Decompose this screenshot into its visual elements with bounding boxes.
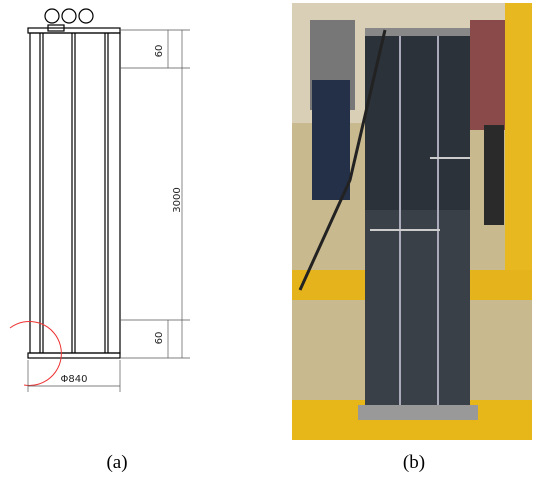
dimension-label: 3000 [172, 187, 183, 212]
photo [292, 3, 532, 440]
bottom-ring [358, 405, 478, 420]
technical-drawing: 60 3000 60 Φ840 [10, 9, 190, 392]
eye [79, 9, 93, 23]
cylinder-upper [365, 30, 470, 210]
eye [45, 9, 59, 23]
body: {"drawing": {"dimensions": ["60", "3000"… [0, 0, 539, 477]
top-flange [28, 28, 120, 33]
figure: 60 3000 60 Φ840 (a) (b) [0, 0, 539, 477]
person [484, 125, 504, 225]
yellow-frame [505, 3, 532, 273]
bottom-flange [28, 353, 120, 358]
diameter-label: Φ840 [61, 374, 88, 385]
caption: (a) [106, 452, 127, 473]
caption: (b) [403, 452, 425, 473]
dimension-label: 60 [154, 332, 165, 345]
dimension-label: 60 [154, 45, 165, 58]
top-ring [365, 28, 470, 36]
person [470, 20, 505, 130]
person [312, 80, 350, 200]
dimension-lines [28, 30, 190, 392]
eye [62, 9, 76, 23]
page: body { margin: 0; width: 539px; height: … [0, 0, 539, 477]
